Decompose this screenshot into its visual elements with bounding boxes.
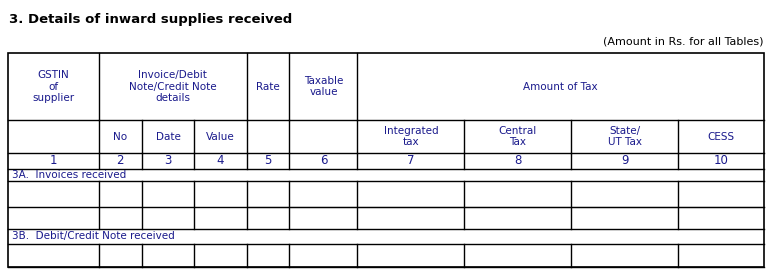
Text: 2: 2 (117, 154, 124, 167)
Text: 7: 7 (407, 154, 414, 167)
Text: 3: 3 (164, 154, 172, 167)
Text: Value: Value (206, 132, 235, 141)
Text: 8: 8 (514, 154, 522, 167)
Text: (Amount in Rs. for all Tables): (Amount in Rs. for all Tables) (603, 36, 764, 46)
Text: Date: Date (155, 132, 180, 141)
Text: 9: 9 (621, 154, 628, 167)
Text: Invoice/Debit
Note/Credit Note
details: Invoice/Debit Note/Credit Note details (129, 70, 216, 103)
Bar (9, 53, 764, 267)
Text: 4: 4 (216, 154, 224, 167)
Text: No: No (114, 132, 128, 141)
Text: 5: 5 (264, 154, 272, 167)
Text: State/
UT Tax: State/ UT Tax (608, 126, 642, 147)
Text: 1: 1 (50, 154, 57, 167)
Text: GSTIN
of
supplier: GSTIN of supplier (32, 70, 75, 103)
Text: Taxable
value: Taxable value (304, 76, 343, 97)
Text: 6: 6 (320, 154, 327, 167)
Text: Integrated
tax: Integrated tax (383, 126, 438, 147)
Text: Central
Tax: Central Tax (499, 126, 537, 147)
Text: 3B.  Debit/Credit Note received: 3B. Debit/Credit Note received (12, 232, 175, 241)
Text: 3A.  Invoices received: 3A. Invoices received (12, 170, 127, 180)
Text: Rate: Rate (257, 82, 280, 92)
Text: CESS: CESS (707, 132, 734, 141)
Text: Amount of Tax: Amount of Tax (523, 82, 598, 92)
Text: 10: 10 (713, 154, 728, 167)
Text: 3. Details of inward supplies received: 3. Details of inward supplies received (9, 13, 293, 26)
